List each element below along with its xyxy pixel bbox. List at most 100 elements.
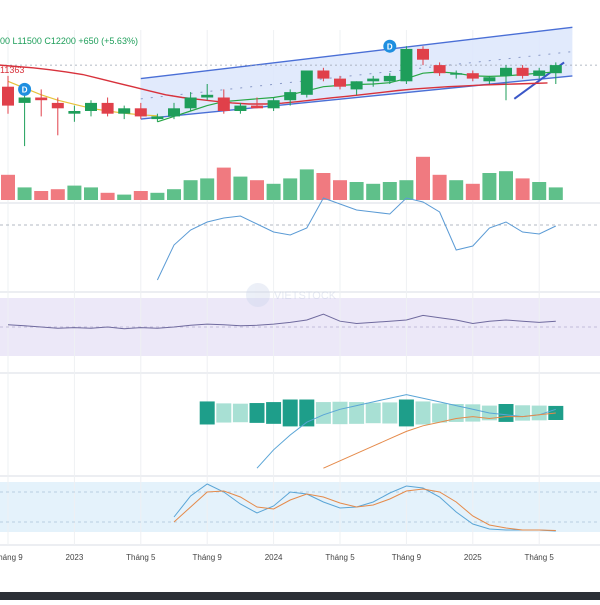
histogram-bar xyxy=(232,403,248,423)
watermark-logo: VIETSTOCK xyxy=(246,283,337,307)
candlestick xyxy=(284,89,297,106)
volume-bar xyxy=(266,183,281,200)
histogram-bar xyxy=(332,401,348,425)
candle-body xyxy=(2,86,14,106)
x-tick-label: Tháng 5 xyxy=(525,553,555,562)
x-tick-label: Tháng 9 xyxy=(0,553,23,562)
volume-bar xyxy=(150,192,165,200)
volume-bar xyxy=(84,187,98,200)
histogram-bar xyxy=(365,402,381,424)
volume-bar xyxy=(133,191,148,200)
volume-bar xyxy=(333,180,347,200)
candle-body xyxy=(18,97,31,103)
candlestick xyxy=(168,102,180,120)
volume-bar xyxy=(316,173,331,200)
volume-bar xyxy=(432,174,447,200)
candlestick xyxy=(450,70,463,79)
candlestick xyxy=(317,67,330,82)
candlestick xyxy=(267,97,280,111)
x-tick-label: 2024 xyxy=(265,553,283,562)
candle-body xyxy=(51,102,64,109)
x-tick-label: 2023 xyxy=(66,553,84,562)
candle-body xyxy=(101,102,114,114)
candlestick xyxy=(234,102,247,114)
histogram-bar xyxy=(548,405,564,420)
candle-body xyxy=(400,48,413,82)
volume-bar xyxy=(183,180,198,200)
candle-body xyxy=(317,70,330,79)
oscillator-1-line xyxy=(156,197,557,281)
x-tick-label: Tháng 9 xyxy=(193,553,223,562)
x-tick-label: Tháng 5 xyxy=(325,553,355,562)
candlestick xyxy=(217,89,230,114)
candlestick xyxy=(51,97,64,136)
candle-body xyxy=(450,73,463,75)
stochastic-k-line xyxy=(173,483,556,532)
candlestick xyxy=(85,100,97,117)
candle-body xyxy=(134,108,147,117)
x-tick-label: Tháng 9 xyxy=(392,553,422,562)
histogram-bar xyxy=(398,399,414,427)
candle-body xyxy=(549,65,562,74)
candle-body xyxy=(234,105,247,111)
volume-bar xyxy=(499,171,513,200)
candle-body xyxy=(300,70,313,95)
histogram-bar xyxy=(415,401,431,425)
volume-bar xyxy=(17,187,32,200)
channel-upper-line xyxy=(140,26,573,80)
volume-bar xyxy=(67,185,82,200)
candle-body xyxy=(267,100,280,109)
dividend-marker: D xyxy=(383,39,397,53)
candle-body xyxy=(483,77,496,82)
volume-bar xyxy=(100,192,115,200)
dividend-marker-dot xyxy=(383,39,397,53)
dividend-marker-dot xyxy=(18,82,32,96)
channel-lower-line xyxy=(140,75,573,120)
candlestick xyxy=(118,105,131,120)
histogram-bar xyxy=(249,403,265,423)
volume-bar xyxy=(50,189,65,200)
candlestick xyxy=(101,97,114,117)
candlestick xyxy=(300,70,313,98)
candle-body xyxy=(35,97,48,101)
candlestick xyxy=(350,81,363,95)
histogram-bar xyxy=(465,404,481,422)
candlestick xyxy=(151,113,164,122)
taskbar-strip xyxy=(0,592,600,600)
candlestick xyxy=(417,46,429,66)
volume-bar xyxy=(167,189,181,200)
histogram-bar xyxy=(349,402,365,424)
candlestick xyxy=(68,105,81,122)
volume-bar xyxy=(117,194,132,200)
candle-body xyxy=(168,108,180,117)
volume-bar xyxy=(200,178,215,200)
candlestick xyxy=(533,67,546,79)
dividend-marker-label: D xyxy=(387,42,393,51)
histogram-bar xyxy=(216,403,232,423)
candle-body xyxy=(500,67,512,76)
candlestick xyxy=(433,62,446,76)
candlestick xyxy=(334,75,346,90)
volume-bar xyxy=(349,182,364,200)
candlestick xyxy=(184,92,197,111)
candlestick xyxy=(201,84,214,101)
volume-bar xyxy=(366,183,381,200)
stochastic-d-line xyxy=(173,488,556,531)
histogram-bar xyxy=(515,405,531,421)
histogram-line-b xyxy=(323,412,556,469)
volume-bar xyxy=(399,180,414,200)
price-channel-fill xyxy=(140,27,573,120)
volume-bar xyxy=(416,156,430,200)
candle-body xyxy=(151,116,164,120)
candle-body xyxy=(334,78,346,87)
candlestick xyxy=(549,62,562,84)
volume-bar xyxy=(233,176,248,200)
candlestick xyxy=(18,92,31,147)
histogram-bar xyxy=(282,399,298,427)
candlestick xyxy=(367,75,380,87)
volume-bar xyxy=(465,183,480,200)
candlestick xyxy=(466,70,479,82)
candle-body xyxy=(516,67,529,76)
